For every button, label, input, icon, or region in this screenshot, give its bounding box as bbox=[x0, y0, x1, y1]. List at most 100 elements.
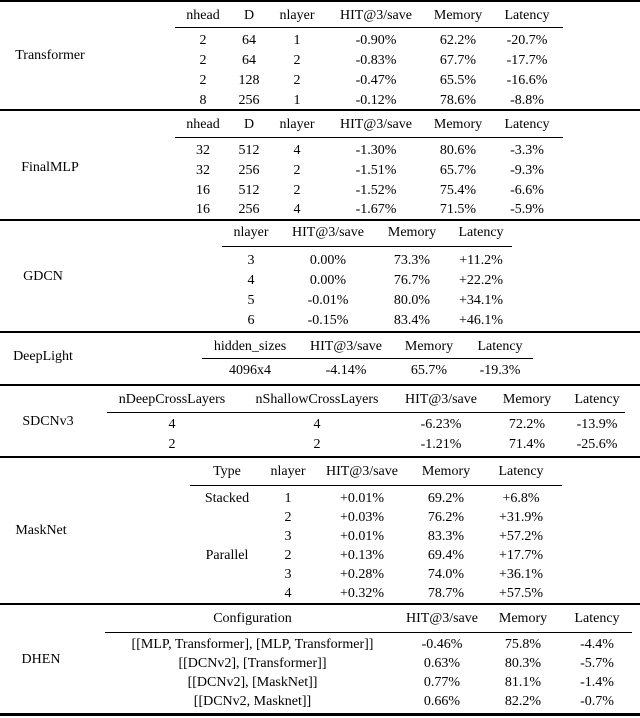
header-cell: Latency bbox=[574, 611, 620, 626]
data-cell: 75.8% bbox=[504, 637, 542, 652]
data-cell: -1.30% bbox=[355, 143, 397, 158]
data-cell: -0.46% bbox=[421, 637, 463, 652]
header-cell: Latency bbox=[498, 464, 544, 479]
header-cell: Type bbox=[213, 464, 241, 479]
data-cell: +17.7% bbox=[498, 548, 544, 563]
data-cell: [[DCNv2, Masknet]] bbox=[193, 694, 312, 709]
table-row: 6 -0.15% 83.4% +46.1% bbox=[0, 311, 640, 331]
model-label: FinalMLP bbox=[21, 160, 79, 175]
data-cell: 75.4% bbox=[439, 183, 477, 198]
header-cell: nlayer bbox=[233, 225, 269, 240]
header-cell: Memory bbox=[498, 611, 548, 626]
table-row: 16 512 2 -1.52% 75.4% -6.6% bbox=[0, 181, 640, 201]
data-cell: -3.3% bbox=[510, 143, 544, 158]
data-cell: 83.3% bbox=[427, 529, 465, 544]
data-cell: +31.9% bbox=[498, 510, 544, 525]
data-cell: 65.7% bbox=[439, 163, 477, 178]
data-cell: -1.21% bbox=[420, 437, 462, 452]
data-cell: 82.2% bbox=[504, 694, 542, 709]
header-cell: Latency bbox=[504, 8, 550, 23]
data-cell: 512 bbox=[238, 143, 260, 158]
data-cell: 2 bbox=[313, 437, 321, 452]
header-underline bbox=[202, 358, 533, 359]
data-cell: -0.47% bbox=[355, 73, 397, 88]
data-cell: -20.7% bbox=[506, 33, 548, 48]
data-cell bbox=[190, 508, 264, 527]
section-divider bbox=[0, 603, 640, 605]
header-cell: Memory bbox=[387, 225, 437, 240]
table-row: 2 2 -1.21% 71.4% -25.6% bbox=[0, 435, 640, 455]
data-cell: 80.0% bbox=[393, 293, 431, 308]
data-cell: 67.7% bbox=[439, 53, 477, 68]
data-cell: 16 bbox=[196, 202, 210, 217]
data-cell: +0.13% bbox=[339, 548, 385, 563]
header-cell: HIT@3/save bbox=[340, 117, 412, 132]
data-cell: 71.4% bbox=[508, 437, 546, 452]
header-cell: Configuration bbox=[213, 611, 292, 626]
header-cell: Memory bbox=[404, 339, 454, 354]
section-divider bbox=[0, 456, 640, 458]
table-row: 2 +0.03% 76.2% +31.9% bbox=[0, 508, 640, 527]
data-cell: -0.7% bbox=[580, 694, 614, 709]
header-cell: Latency bbox=[477, 339, 523, 354]
table-row: 4 +0.32% 78.7% +57.5% bbox=[0, 584, 640, 603]
header-cell: Memory bbox=[502, 392, 552, 407]
data-cell: 2 bbox=[293, 163, 301, 178]
model-label: DHEN bbox=[21, 652, 61, 667]
header-cell: Memory bbox=[421, 464, 471, 479]
data-cell: 3 bbox=[247, 253, 255, 268]
data-cell: [[DCNv2], [MaskNet]] bbox=[187, 675, 318, 690]
table-row: Stacked 1 +0.01% 69.2% +6.8% bbox=[0, 489, 640, 508]
data-cell: -8.8% bbox=[510, 93, 544, 108]
data-cell: 1 bbox=[284, 491, 292, 506]
bottom-rule bbox=[0, 713, 640, 716]
data-cell: 2 bbox=[168, 437, 176, 452]
data-cell: +0.32% bbox=[339, 586, 385, 601]
data-cell bbox=[190, 527, 264, 546]
header-row: nDeepCrossLayers nShallowCrossLayers HIT@3… bbox=[0, 390, 640, 410]
header-cell: hidden_sizes bbox=[213, 339, 287, 354]
data-cell: +57.5% bbox=[498, 586, 544, 601]
table-row: 4 4 -6.23% 72.2% -13.9% bbox=[0, 415, 640, 435]
header-cell: Latency bbox=[458, 225, 504, 240]
data-cell: 256 bbox=[238, 202, 260, 217]
header-row: Type nlayer HIT@3/save Memory Latency bbox=[0, 462, 640, 482]
data-cell: 73.3% bbox=[393, 253, 431, 268]
data-cell: -1.67% bbox=[355, 202, 397, 217]
header-cell: Latency bbox=[574, 392, 620, 407]
data-cell: 1 bbox=[293, 93, 301, 108]
table-row: 16 256 4 -1.67% 71.5% -5.9% bbox=[0, 200, 640, 220]
data-cell: -0.90% bbox=[355, 33, 397, 48]
data-cell: 3 bbox=[284, 529, 292, 544]
data-cell: 2 bbox=[199, 33, 207, 48]
table-row: 3 +0.28% 74.0% +36.1% bbox=[0, 565, 640, 584]
data-cell: 76.2% bbox=[427, 510, 465, 525]
data-cell: Parallel bbox=[205, 548, 249, 563]
section-divider bbox=[0, 109, 640, 111]
data-cell: 64 bbox=[242, 53, 256, 68]
header-underline bbox=[107, 412, 625, 413]
data-cell: 4 bbox=[247, 273, 255, 288]
data-cell: 4 bbox=[293, 202, 301, 217]
table-row: 4 0.00% 76.7% +22.2% bbox=[0, 271, 640, 291]
data-cell: -13.9% bbox=[576, 417, 618, 432]
data-cell: -9.3% bbox=[510, 163, 544, 178]
data-cell: +57.2% bbox=[498, 529, 544, 544]
data-cell: +0.28% bbox=[339, 567, 385, 582]
data-cell: [[MLP, Transformer], [MLP, Transformer]] bbox=[131, 637, 374, 652]
header-cell: nhead bbox=[186, 8, 220, 23]
data-cell: 128 bbox=[238, 73, 260, 88]
header-row: hidden_sizes HIT@3/save Memory Latency bbox=[0, 337, 640, 357]
data-cell: 78.7% bbox=[427, 586, 465, 601]
data-cell: 65.5% bbox=[439, 73, 477, 88]
data-cell: 62.2% bbox=[439, 33, 477, 48]
data-cell: -1.52% bbox=[355, 183, 397, 198]
data-cell: -16.6% bbox=[506, 73, 548, 88]
data-cell: 64 bbox=[242, 33, 256, 48]
header-cell: HIT@3/save bbox=[292, 225, 364, 240]
table-row: 2 128 2 -0.47% 65.5% -16.6% bbox=[0, 71, 640, 91]
header-underline bbox=[175, 27, 563, 28]
data-cell: -4.14% bbox=[325, 363, 367, 378]
data-cell: -0.15% bbox=[307, 313, 349, 328]
